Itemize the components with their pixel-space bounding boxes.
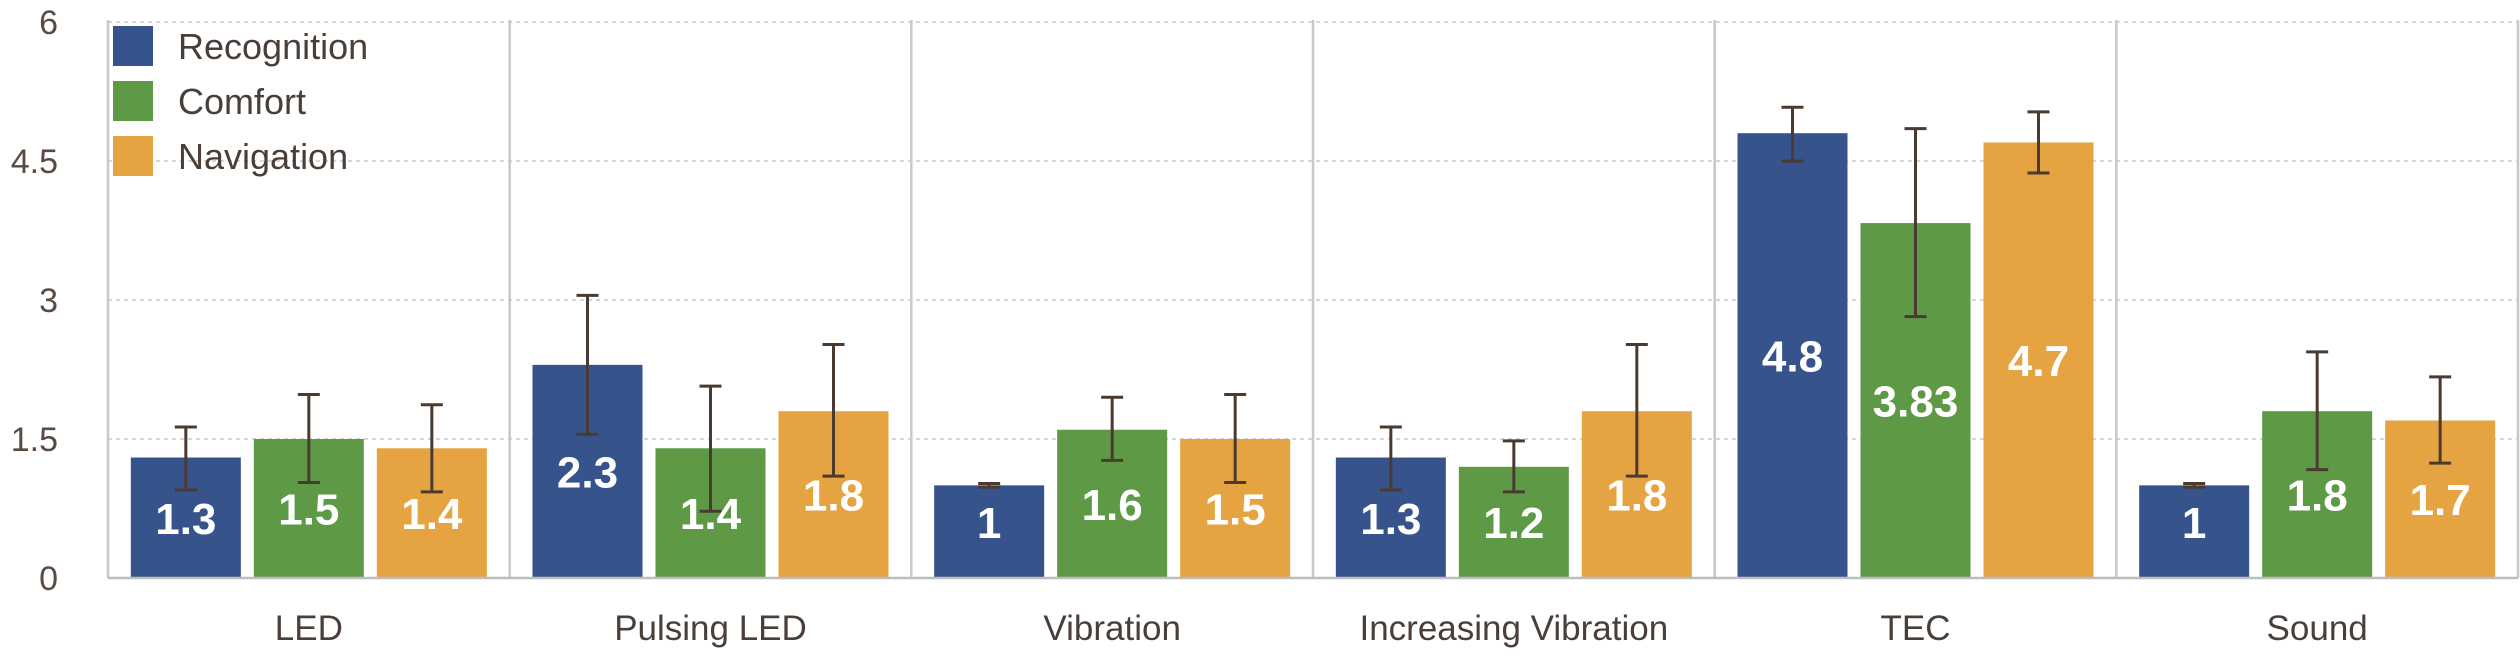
data-label: 4.7 [2008,337,2069,386]
legend: Recognition Comfort Navigation [113,26,368,177]
data-label: 1.2 [1483,499,1544,548]
data-label: 2.3 [557,448,618,497]
bar-navigation [1983,142,2094,578]
y-tick-label: 6 [39,4,58,42]
data-label: 1.8 [1606,472,1667,521]
error-bars [174,105,2452,513]
x-tick-label: LED [275,609,343,648]
legend-label: Comfort [178,81,306,122]
legend-label: Recognition [178,26,368,67]
bar-recognition [934,485,1045,578]
x-tick-label: TEC [1881,609,1951,648]
bar-recognition [2139,485,2250,578]
data-label: 1.6 [1082,481,1143,530]
data-label: 1.5 [1205,486,1266,535]
data-label: 4.8 [1762,333,1823,382]
y-tick-label: 4.5 [11,143,58,181]
data-label: 1.8 [2287,472,2348,521]
x-tick-label: Sound [2267,609,2368,648]
data-label: 1.5 [278,486,339,535]
legend-label: Navigation [178,136,348,177]
data-label: 1.4 [401,490,463,539]
data-label: 1 [2182,499,2206,548]
axes: 0 1.5 3 4.5 6 LED Pulsing LED Vibration Increasi… [11,4,2518,648]
data-label: 1.8 [803,472,864,521]
legend-swatch [113,136,153,176]
category-separators [106,20,2520,578]
x-tick-label: Pulsing LED [614,609,807,648]
bar-recognition [1737,133,1848,578]
data-label: 1 [977,499,1001,548]
data-label: 1.3 [1360,495,1421,544]
data-labels: 1.3 1.5 1.4 2.3 1.4 1.8 1 1.6 1.5 1.3 1.2 1.8 4.8 3.8… [155,333,2471,548]
data-label: 1.7 [2410,476,2471,525]
data-label: 3.83 [1873,378,1959,427]
legend-swatch [113,26,153,66]
y-tick-label: 0 [39,560,58,598]
data-label: 1.4 [680,490,742,539]
x-tick-label: Increasing Vibration [1359,609,1668,648]
y-tick-label: 1.5 [11,421,58,459]
legend-swatch [113,81,153,121]
y-tick-label: 3 [39,282,58,320]
data-label: 1.3 [155,495,216,544]
x-tick-label: Vibration [1043,609,1181,648]
